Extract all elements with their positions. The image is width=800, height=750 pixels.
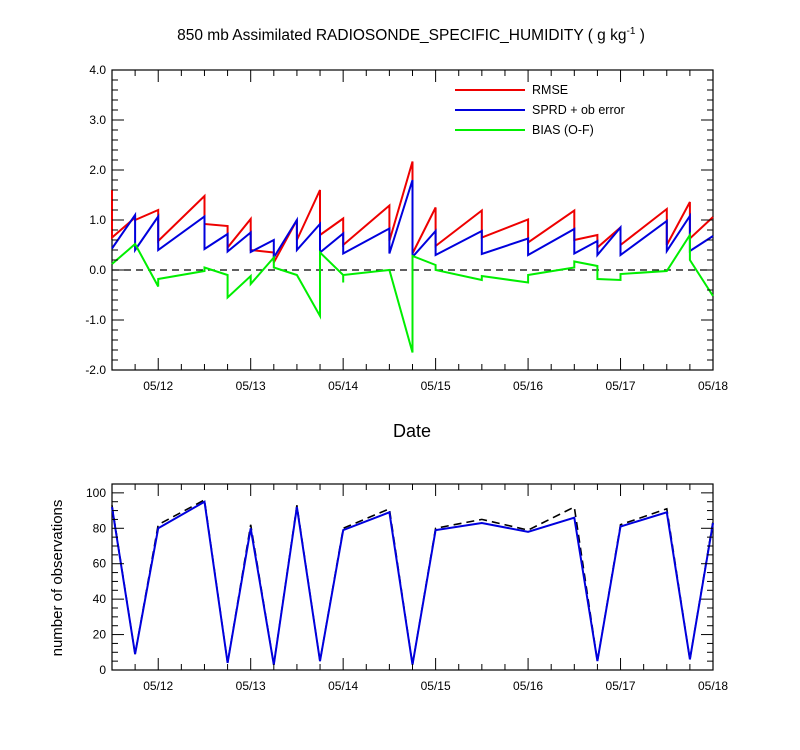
top-y-tick-label: -1.0 bbox=[85, 313, 106, 327]
top-axis-ticks: 05/12 05/13 05/14 05/15 05/16 05/17 05/18 -2.0 -… bbox=[85, 63, 728, 393]
legend-label: SPRD + ob error bbox=[532, 103, 625, 117]
top-x-tick-label: 05/15 bbox=[421, 379, 451, 393]
top-series-sprd-ob-error bbox=[111, 179, 714, 262]
bottom-y-tick-label: 60 bbox=[93, 557, 107, 571]
y-axis-label-observations: number of observations bbox=[49, 500, 66, 657]
bottom-x-tick-label: 05/12 bbox=[143, 679, 173, 693]
bottom-x-tick-label: 05/16 bbox=[513, 679, 543, 693]
top-x-tick-label: 05/17 bbox=[606, 379, 636, 393]
legend-label: BIAS (O-F) bbox=[532, 123, 594, 137]
bottom-x-tick-label: 05/18 bbox=[698, 679, 728, 693]
bottom-y-tick-label: 20 bbox=[93, 628, 107, 642]
top-x-tick-label: 05/16 bbox=[513, 379, 543, 393]
x-axis-label: Date bbox=[393, 421, 431, 441]
bottom-series-possible bbox=[111, 498, 714, 665]
top-legend: RMSE SPRD + ob error BIAS (O-F) bbox=[455, 83, 625, 137]
top-series-bias-o-f bbox=[111, 231, 714, 353]
bottom-x-tick-label: 05/13 bbox=[236, 679, 266, 693]
chart-title-superscript: -1 bbox=[626, 26, 635, 37]
bottom-y-tick-label: 0 bbox=[99, 663, 106, 677]
top-x-tick-label: 05/13 bbox=[236, 379, 266, 393]
top-y-tick-label: 3.0 bbox=[89, 113, 106, 127]
top-series-rmse bbox=[111, 161, 714, 263]
bottom-series-assimilated bbox=[111, 500, 714, 665]
top-x-tick-label: 05/18 bbox=[698, 379, 728, 393]
top-x-tick-label: 05/14 bbox=[328, 379, 358, 393]
chart-title-end: ) bbox=[635, 27, 644, 44]
chart-title: 850 mb Assimilated RADIOSONDE_SPECIFIC_H… bbox=[177, 26, 645, 44]
bottom-x-tick-label: 05/17 bbox=[606, 679, 636, 693]
bottom-x-tick-label: 05/14 bbox=[328, 679, 358, 693]
bottom-y-tick-label: 100 bbox=[86, 486, 106, 500]
top-y-tick-label: 2.0 bbox=[89, 163, 106, 177]
bottom-x-tick-label: 05/15 bbox=[421, 679, 451, 693]
legend-label: RMSE bbox=[532, 83, 568, 97]
top-y-tick-label: -2.0 bbox=[85, 363, 106, 377]
bottom-y-tick-label: 80 bbox=[93, 521, 107, 535]
top-y-tick-label: 1.0 bbox=[89, 213, 106, 227]
bottom-plot-area bbox=[111, 483, 714, 671]
bottom-axis-ticks: 05/12 05/13 05/14 05/15 05/16 05/17 05/18 0 20 40… bbox=[86, 483, 728, 693]
chart-title-text: 850 mb Assimilated RADIOSONDE_SPECIFIC_H… bbox=[177, 27, 626, 44]
bottom-frame bbox=[111, 483, 714, 671]
top-y-tick-label: 4.0 bbox=[89, 63, 106, 77]
top-x-tick-label: 05/12 bbox=[143, 379, 173, 393]
top-y-tick-label: 0.0 bbox=[89, 263, 106, 277]
bottom-y-tick-label: 40 bbox=[93, 592, 107, 606]
